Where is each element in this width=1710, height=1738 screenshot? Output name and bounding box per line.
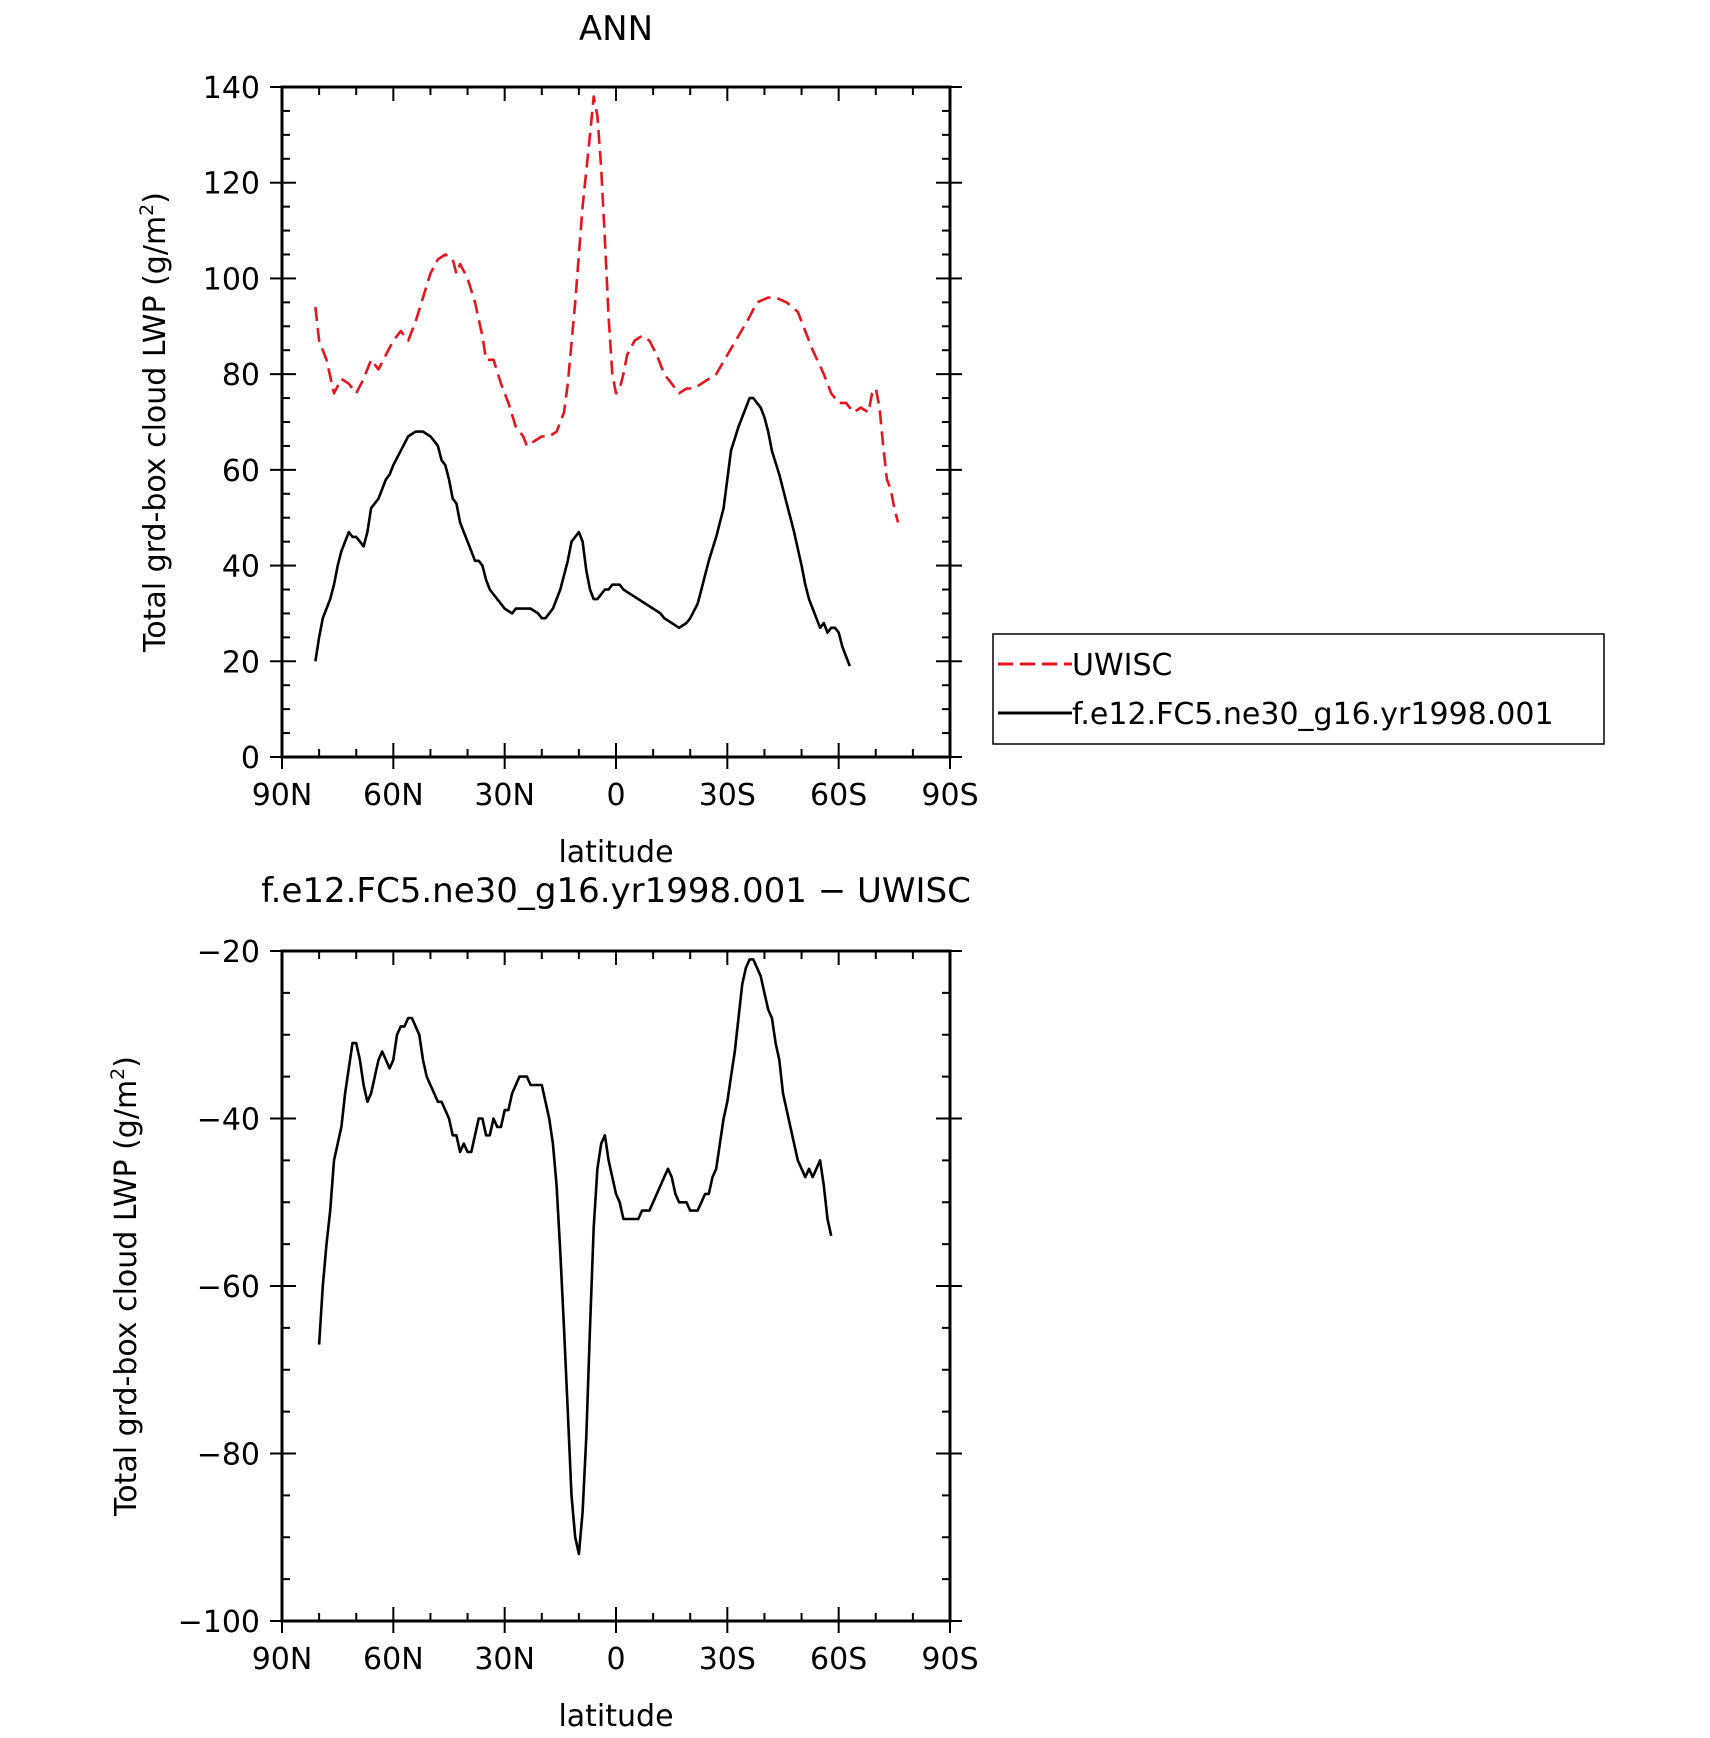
x-tick-labels: 90N 60N 30N 0 30S 60S 90S [252, 778, 979, 813]
series-group [317, 958, 833, 1556]
y-tick-label: 60 [222, 454, 260, 489]
x-tick-label: 90N [252, 1642, 313, 1677]
legend-label-model: f.e12.FC5.ne30_g16.yr1998.001 [1072, 697, 1554, 732]
y-tick-labels: −100 −80 −60 −40 −20 [178, 935, 260, 1640]
x-tick-label: 30S [699, 778, 756, 813]
y-axis-label: Total grd-box cloud LWP (g/m2) [136, 192, 173, 653]
x-tick-labels: 90N 60N 30N 0 30S 60S 90S [252, 1642, 979, 1677]
series-group [314, 95, 900, 667]
y-tick-label: 80 [222, 358, 260, 393]
y-axis-label-sup: 2 [107, 1068, 129, 1080]
x-tick-label: 30N [474, 1642, 535, 1677]
legend-box [992, 633, 1605, 745]
y-axis-label-close: ) [109, 1056, 144, 1068]
y-tick-label: −20 [197, 935, 260, 970]
y-tick-label: −40 [197, 1103, 260, 1138]
panel-bottom: f.e12.FC5.ne30_g16.yr1998.001 − UWISC 90… [107, 871, 979, 1734]
x-tick-label: 0 [606, 1642, 625, 1677]
x-tick-label: 90S [921, 778, 978, 813]
series-line-model [317, 958, 833, 1556]
x-tick-label: 90S [921, 1642, 978, 1677]
y-axis-label-main: Total grd-box cloud LWP (g/m [138, 216, 173, 653]
chart-title: f.e12.FC5.ne30_g16.yr1998.001 − UWISC [261, 871, 971, 911]
y-axis-label-main: Total grd-box cloud LWP (g/m [109, 1080, 144, 1517]
y-axis-label-sup: 2 [136, 204, 158, 216]
x-tick-label: 60N [363, 1642, 424, 1677]
legend: UWISC f.e12.FC5.ne30_g16.yr1998.001 [992, 633, 1605, 745]
x-axis-label: latitude [558, 1699, 673, 1734]
y-axis-label: Total grd-box cloud LWP (g/m2) [107, 1056, 144, 1517]
y-tick-label: −80 [197, 1438, 260, 1473]
x-tick-label: 60S [810, 1642, 867, 1677]
y-tick-labels: 0 20 40 60 80 100 120 140 [203, 71, 260, 776]
x-tick-label: 60S [810, 778, 867, 813]
x-axis-label: latitude [558, 835, 673, 870]
legend-label-uwisc: UWISC [1072, 648, 1172, 683]
x-tick-label: 0 [606, 778, 625, 813]
y-tick-label: 140 [203, 71, 260, 106]
axis-ticks [270, 950, 962, 1633]
y-tick-label: 120 [203, 167, 260, 202]
x-tick-label: 90N [252, 778, 313, 813]
y-tick-label: 40 [222, 550, 260, 585]
x-tick-label: 60N [363, 778, 424, 813]
x-tick-label: 30S [699, 1642, 756, 1677]
y-tick-label: 100 [203, 262, 260, 297]
plot-frame [280, 85, 952, 759]
y-tick-label: −60 [197, 1270, 260, 1305]
y-axis-label-close: ) [138, 192, 173, 204]
series-line-model [314, 396, 852, 667]
chart-title: ANN [579, 9, 653, 49]
x-tick-label: 30N [474, 778, 535, 813]
y-tick-label: −100 [178, 1605, 260, 1640]
y-tick-label: 0 [241, 741, 260, 776]
y-tick-label: 20 [222, 645, 260, 680]
panel-top: ANN 90N 60N 30N 0 30S 60S 90S 0 20 40 60 80 100 120 1… [136, 9, 1605, 870]
axis-ticks [270, 86, 962, 769]
series-line-uwisc [314, 95, 900, 523]
